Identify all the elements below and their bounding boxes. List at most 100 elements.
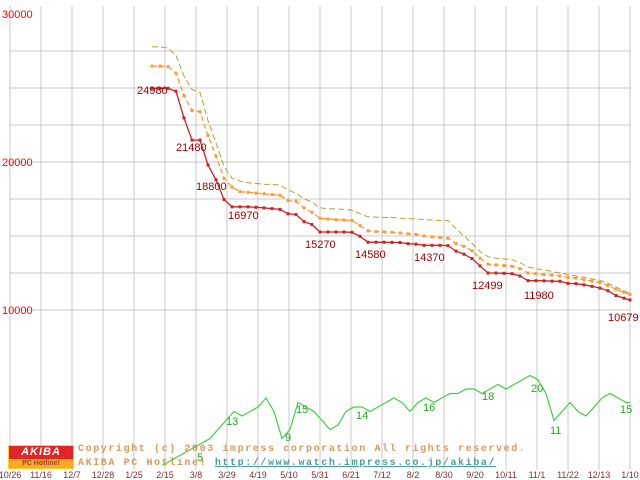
series-marker-average-price	[470, 249, 474, 253]
series-marker-average-price	[270, 193, 274, 197]
series-marker-lowest-price	[294, 213, 298, 217]
series-marker-average-price	[302, 206, 306, 210]
series-marker-lowest-price	[430, 243, 434, 247]
series-marker-lowest-price	[358, 234, 362, 238]
price-annotation: 16970	[228, 210, 259, 222]
series-marker-lowest-price	[422, 243, 426, 247]
series-marker-lowest-price	[558, 279, 562, 283]
series-marker-lowest-price	[278, 207, 282, 211]
x-axis-label: 4/19	[249, 470, 267, 480]
series-marker-lowest-price	[214, 178, 218, 182]
series-marker-average-price	[374, 230, 378, 234]
series-marker-average-price	[350, 218, 354, 222]
price-annotation: 12499	[472, 280, 503, 292]
series-line-shop-count	[161, 374, 630, 467]
price-annotation: 10679	[608, 312, 639, 324]
series-marker-lowest-price	[470, 256, 474, 260]
series-marker-average-price	[174, 71, 178, 75]
x-axis-label: 11/22	[557, 470, 579, 480]
x-axis-label: 6/21	[342, 470, 360, 480]
logo-pc-hotline-text: PC Hotline!	[9, 459, 73, 468]
series-marker-lowest-price	[158, 86, 162, 90]
series-marker-lowest-price	[454, 249, 458, 253]
series-marker-lowest-price	[262, 206, 266, 210]
x-axis-label: 2/15	[156, 470, 174, 480]
series-marker-lowest-price	[238, 205, 242, 209]
series-marker-average-price	[430, 235, 434, 239]
series-marker-lowest-price	[326, 230, 330, 234]
series-marker-average-price	[214, 154, 218, 158]
x-axis-label: 3/8	[190, 470, 203, 480]
series-marker-lowest-price	[614, 293, 618, 297]
x-axis-label: 3/29	[218, 470, 236, 480]
series-marker-average-price	[166, 65, 170, 69]
series-marker-lowest-price	[598, 286, 602, 290]
series-marker-lowest-price	[518, 274, 522, 278]
series-marker-average-price	[238, 190, 242, 194]
series-marker-average-price	[566, 275, 570, 279]
series-marker-average-price	[358, 224, 362, 228]
series-marker-lowest-price	[182, 116, 186, 120]
series-marker-lowest-price	[230, 205, 234, 209]
series-marker-average-price	[326, 217, 330, 221]
series-marker-lowest-price	[310, 223, 314, 227]
series-marker-average-price	[406, 232, 410, 236]
price-annotation: 21480	[176, 142, 207, 154]
series-marker-lowest-price	[382, 240, 386, 244]
series-marker-lowest-price	[398, 241, 402, 245]
site-watermark: AKIBA PC Hotline! http://www.watch.impre…	[78, 458, 496, 469]
series-marker-lowest-price	[502, 271, 506, 275]
count-annotation: 18	[482, 391, 494, 403]
series-marker-lowest-price	[206, 163, 210, 167]
count-annotations: 5 13 9 15 14 16 18 20 11 15	[197, 383, 632, 464]
series-marker-lowest-price	[628, 298, 632, 302]
series-marker-average-price	[454, 241, 458, 245]
series-marker-lowest-price	[446, 244, 450, 248]
series-highest-price	[152, 46, 631, 295]
site-name-text: AKIBA PC Hotline!	[78, 458, 215, 469]
series-marker-average-price	[502, 264, 506, 268]
series-marker-average-price	[534, 272, 538, 276]
series-marker-lowest-price	[150, 86, 154, 90]
series-marker-average-price	[390, 230, 394, 234]
series-marker-lowest-price	[526, 279, 530, 283]
series-marker-lowest-price	[606, 289, 610, 293]
y-axis-label: 30000	[2, 9, 33, 21]
series-lowest-price	[150, 86, 632, 302]
series-marker-lowest-price	[334, 230, 338, 234]
series-marker-lowest-price	[622, 296, 626, 300]
x-axis-label: 7/12	[373, 470, 391, 480]
series-marker-average-price	[206, 133, 210, 137]
copyright-watermark: Copyright (c) 2003 impress corporation A…	[78, 444, 527, 455]
series-marker-lowest-price	[542, 279, 546, 283]
series-marker-average-price	[310, 210, 314, 214]
series-marker-lowest-price	[438, 243, 442, 247]
price-annotation: 14370	[414, 252, 445, 264]
series-marker-lowest-price	[198, 138, 202, 142]
series-marker-average-price	[422, 234, 426, 238]
series-marker-average-price	[254, 191, 258, 195]
price-annotation: 18800	[196, 181, 227, 193]
series-marker-average-price	[510, 264, 514, 268]
series-marker-average-price	[150, 64, 154, 68]
count-annotation: 20	[531, 383, 543, 395]
series-marker-lowest-price	[342, 230, 346, 234]
series-marker-average-price	[590, 279, 594, 283]
series-marker-lowest-price	[590, 284, 594, 288]
y-axis-label: 20000	[2, 157, 33, 169]
x-axis-label: 9/20	[466, 470, 484, 480]
series-marker-lowest-price	[510, 272, 514, 276]
x-axis-label: 1/25	[125, 470, 143, 480]
x-axis-label: 5/10	[280, 470, 298, 480]
akiba-pc-hotline-logo: AKIBA PC Hotline!	[8, 445, 74, 469]
series-marker-average-price	[438, 235, 442, 239]
series-marker-lowest-price	[190, 138, 194, 142]
series-marker-lowest-price	[478, 264, 482, 268]
series-marker-lowest-price	[550, 279, 554, 283]
series-marker-average-price	[198, 110, 202, 114]
series-marker-lowest-price	[174, 89, 178, 93]
series-marker-lowest-price	[574, 282, 578, 286]
series-marker-average-price	[158, 64, 162, 68]
